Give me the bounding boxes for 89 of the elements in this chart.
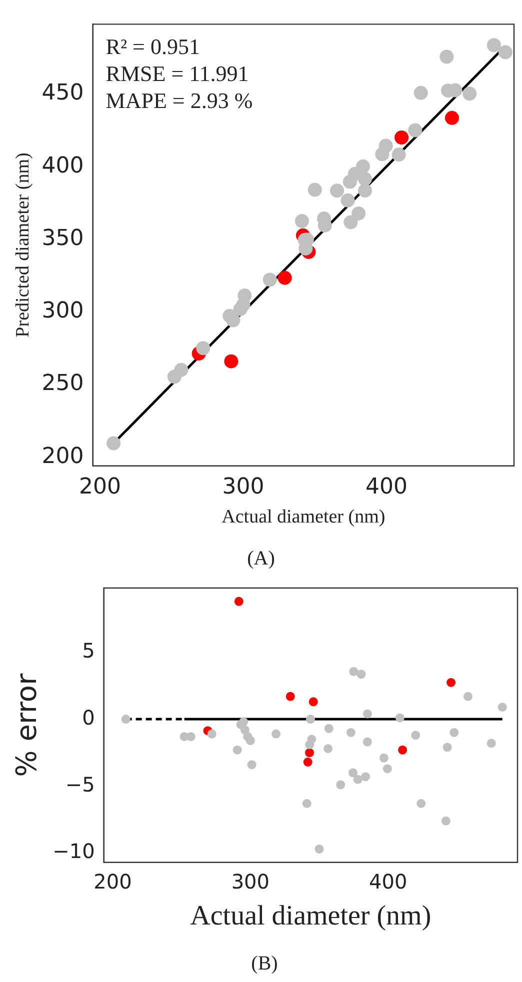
y-tick-label: 300 xyxy=(42,298,84,324)
point xyxy=(362,709,372,718)
point xyxy=(234,596,244,606)
point xyxy=(224,354,238,368)
y-tick-label: 5 xyxy=(82,638,95,662)
point xyxy=(414,86,428,100)
y-tick-label: −5 xyxy=(65,772,95,796)
point xyxy=(440,50,454,64)
annotation: MAPE = 2.93 % xyxy=(106,88,253,114)
y-tick-label: 250 xyxy=(42,371,84,396)
point xyxy=(356,670,366,679)
point xyxy=(106,436,121,450)
point xyxy=(174,362,188,377)
point xyxy=(378,138,393,153)
point xyxy=(392,148,406,162)
point xyxy=(498,702,507,712)
point xyxy=(349,667,358,676)
point xyxy=(232,745,242,754)
point xyxy=(308,697,318,706)
y-axis-title: Predicted diameter (nm) xyxy=(12,152,34,338)
point xyxy=(207,729,216,738)
point xyxy=(462,86,477,101)
point xyxy=(226,313,240,328)
point xyxy=(324,744,333,754)
point xyxy=(294,214,309,228)
point xyxy=(308,182,322,197)
point xyxy=(498,45,512,60)
point xyxy=(486,38,501,52)
point xyxy=(348,768,358,778)
point xyxy=(362,737,372,746)
text: (A) xyxy=(247,547,275,570)
point xyxy=(306,714,315,724)
point xyxy=(247,760,256,770)
x-axis-title: Actual diameter (nm) xyxy=(222,506,386,528)
point xyxy=(272,729,281,738)
point xyxy=(442,742,452,752)
y-tick-label: −10 xyxy=(52,839,95,864)
point xyxy=(411,730,420,740)
point xyxy=(278,270,292,285)
annotation: R² = 0.951 xyxy=(106,34,200,60)
x-tick-label: 300 xyxy=(231,870,270,894)
point xyxy=(441,816,450,826)
point xyxy=(304,748,314,758)
point xyxy=(356,159,370,174)
text: (B) xyxy=(251,952,278,974)
point xyxy=(353,774,362,784)
y-tick-label: 200 xyxy=(42,444,84,469)
point xyxy=(382,764,392,774)
point xyxy=(395,713,404,722)
point xyxy=(398,745,408,754)
point xyxy=(394,130,409,145)
y-tick-label: 0 xyxy=(82,705,95,730)
point xyxy=(446,678,456,687)
y-tick-label: 350 xyxy=(42,226,84,251)
x-tick-label: 300 xyxy=(222,474,264,500)
point xyxy=(336,780,346,790)
x-tick-label: 400 xyxy=(369,870,408,894)
point xyxy=(486,738,496,748)
point xyxy=(408,123,422,138)
point xyxy=(324,724,334,734)
y-tick-label: 400 xyxy=(42,153,84,178)
x-tick-label: 400 xyxy=(365,474,408,500)
y-axis-title: % error xyxy=(10,673,44,777)
point xyxy=(340,193,355,208)
point xyxy=(344,215,358,230)
point xyxy=(238,288,252,303)
point xyxy=(450,728,459,738)
point xyxy=(379,753,388,762)
point xyxy=(196,341,210,356)
point xyxy=(121,714,130,724)
point xyxy=(352,206,366,220)
point xyxy=(246,736,255,746)
point xyxy=(358,184,372,198)
point xyxy=(346,728,356,738)
x-axis-title: Actual diameter (nm) xyxy=(190,900,432,932)
point xyxy=(314,844,324,854)
point xyxy=(286,692,295,701)
point xyxy=(262,272,277,287)
point xyxy=(358,172,372,186)
point xyxy=(416,799,426,808)
point xyxy=(330,184,344,198)
point xyxy=(463,692,472,701)
point xyxy=(305,740,314,750)
annotation: RMSE = 11.991 xyxy=(106,61,249,86)
point xyxy=(303,758,312,767)
point xyxy=(444,110,459,125)
point xyxy=(361,772,370,782)
y-tick-label: 450 xyxy=(42,80,84,106)
point xyxy=(302,799,312,808)
